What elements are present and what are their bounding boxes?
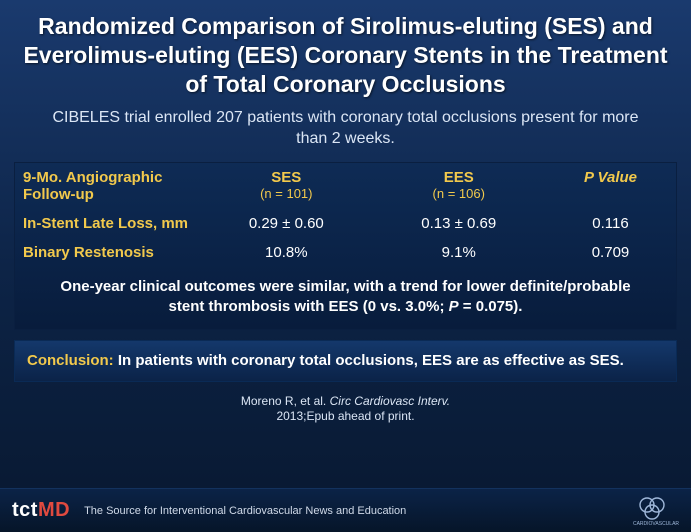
cell-ses: 10.8%	[200, 238, 372, 267]
citation-line2: 2013;Epub ahead of print.	[276, 409, 414, 423]
crf-logo-icon: CARDIOVASCULAR	[633, 495, 679, 527]
table-header-ees: EES (n = 106)	[373, 163, 545, 209]
footer-bar: tctMD The Source for Interventional Card…	[0, 488, 691, 532]
table-header-ses: SES (n = 101)	[200, 163, 372, 209]
note-pre: One-year clinical outcomes were similar,…	[60, 278, 630, 315]
row-label: Binary Restenosis	[15, 238, 200, 267]
slide: Randomized Comparison of Sirolimus-eluti…	[0, 0, 691, 532]
results-table: 9-Mo. Angiographic Follow-up SES (n = 10…	[15, 163, 676, 267]
table-row: In-Stent Late Loss, mm 0.29 ± 0.60 0.13 …	[15, 209, 676, 238]
note-ital: P	[449, 298, 459, 315]
logo-tct: tct	[12, 499, 38, 521]
logo-md: MD	[38, 499, 70, 521]
citation-ital: Circ Cardiovasc Interv.	[330, 394, 450, 408]
cell-ees: 0.13 ± 0.69	[373, 209, 545, 238]
table-row: Binary Restenosis 10.8% 9.1% 0.709	[15, 238, 676, 267]
citation-pre: Moreno R, et al.	[241, 394, 330, 408]
conclusion-label: Conclusion:	[27, 352, 118, 369]
footer-tagline: The Source for Interventional Cardiovasc…	[84, 505, 633, 517]
conclusion-panel: Conclusion: In patients with coronary to…	[14, 340, 677, 382]
slide-subtitle: CIBELES trial enrolled 207 patients with…	[0, 104, 691, 158]
cell-p: 0.116	[545, 209, 676, 238]
header-rowhead-line2: Follow-up	[23, 186, 94, 203]
table-header-pvalue: P Value	[545, 163, 676, 209]
header-ees-n: (n = 106)	[381, 186, 537, 201]
header-ses-n: (n = 101)	[208, 186, 364, 201]
svg-text:CARDIOVASCULAR: CARDIOVASCULAR	[633, 521, 679, 527]
results-panel: 9-Mo. Angiographic Follow-up SES (n = 10…	[14, 162, 677, 331]
row-label: In-Stent Late Loss, mm	[15, 209, 200, 238]
cell-ees: 9.1%	[373, 238, 545, 267]
slide-title: Randomized Comparison of Sirolimus-eluti…	[0, 0, 691, 104]
conclusion-text: In patients with coronary total occlusio…	[118, 352, 624, 369]
header-rowhead-line1: 9-Mo. Angiographic	[23, 169, 162, 186]
tctmd-logo: tctMD	[12, 499, 70, 522]
table-header-rowhead: 9-Mo. Angiographic Follow-up	[15, 163, 200, 209]
citation: Moreno R, et al. Circ Cardiovasc Interv.…	[0, 382, 691, 427]
header-ees: EES	[444, 169, 474, 186]
cell-ses: 0.29 ± 0.60	[200, 209, 372, 238]
cell-p: 0.709	[545, 238, 676, 267]
header-ses: SES	[271, 169, 301, 186]
table-note: One-year clinical outcomes were similar,…	[15, 267, 676, 330]
note-post: = 0.075).	[459, 298, 523, 315]
